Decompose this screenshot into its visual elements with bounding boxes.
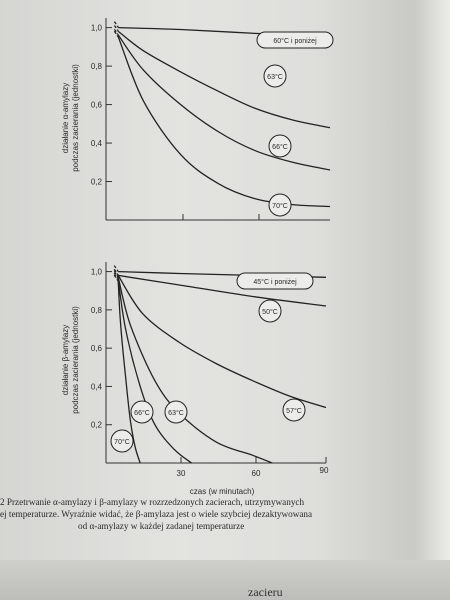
series-line xyxy=(117,277,273,464)
series-start-dash xyxy=(113,25,119,32)
series-start-dash xyxy=(113,265,119,272)
y-axis-label-line1: działanie α-amylazy xyxy=(61,83,70,153)
series-label: 50°C xyxy=(262,308,278,316)
next-page-edge xyxy=(0,560,450,600)
series-label: 45°C i poniżej xyxy=(253,278,297,286)
series-label-badge xyxy=(268,134,292,158)
series-start-dash xyxy=(113,30,119,38)
x-axis-label: czas (w minutach) xyxy=(190,487,255,496)
x-tick-label: 90 xyxy=(320,466,329,475)
series-start-dash xyxy=(113,269,119,276)
series-line xyxy=(118,274,327,307)
caption-line: ej temperaturze. Wyraźnie widać, że β-am… xyxy=(0,509,313,519)
y-tick-label: 0,8 xyxy=(91,62,103,71)
caption-line: od α-amylazy w każdej zadanej temperatur… xyxy=(78,521,245,531)
series-label-badge xyxy=(282,398,306,422)
series-label-badge xyxy=(110,429,134,453)
y-axis-label: działanie α-amylazy podczas zacierania (… xyxy=(61,64,80,172)
y-tick-label: 0,8 xyxy=(91,306,103,315)
y-axis-label-line2: podczas zacierania (jednostki) xyxy=(71,306,80,414)
chart-beta: 30 60 90 czas (w minutach) działanie β-a… xyxy=(61,262,329,496)
y-axis-label-line2: podczas zacierania (jednostki) xyxy=(71,64,80,172)
y-tick-label: 0,6 xyxy=(91,344,103,353)
series-start-dash xyxy=(113,272,119,280)
series-label: 57°C xyxy=(286,407,302,415)
y-tick-label: 1,0 xyxy=(91,268,103,277)
series-label: 66°C xyxy=(272,143,288,151)
series-start-dash xyxy=(113,270,119,278)
series-label: 70°C xyxy=(272,202,288,210)
series-label-badge xyxy=(164,400,188,424)
series-line xyxy=(117,281,141,464)
x-tick-label: 30 xyxy=(177,469,186,478)
series-line xyxy=(117,36,331,208)
y-tick-label: 0,2 xyxy=(91,421,103,430)
y-tick-label: 1,0 xyxy=(91,24,103,33)
series-start-dash xyxy=(113,21,119,28)
y-axis-label-line1: działanie β-amylazy xyxy=(61,325,70,395)
series-label-badge xyxy=(268,193,292,217)
series-label: 70°C xyxy=(114,438,130,446)
series-line xyxy=(117,275,327,409)
y-axis-label: działanie β-amylazy podczas zacierania (… xyxy=(61,306,80,414)
series-label: 63°C xyxy=(267,73,283,81)
y-tick-label: 0,6 xyxy=(91,101,103,110)
figure-caption: 2 Przetrwanie α-amylazy i β-amylazy w ro… xyxy=(0,496,440,532)
y-tick-label: 0,4 xyxy=(91,139,103,148)
series-start-dash xyxy=(113,274,119,282)
caption-line: 2 Przetrwanie α-amylazy i β-amylazy w ro… xyxy=(0,497,305,507)
y-tick-label: 0,4 xyxy=(91,382,103,391)
x-tick-label: 60 xyxy=(252,469,261,478)
series-label: 60°C i poniżej xyxy=(273,37,317,45)
series-line xyxy=(118,30,331,129)
series-label-badge xyxy=(263,64,287,88)
series-label-badge xyxy=(130,400,154,424)
series-line xyxy=(117,34,331,171)
y-tick-label: 0,2 xyxy=(91,178,103,187)
series-label-badge xyxy=(256,31,334,49)
series-label-badge xyxy=(236,272,314,290)
series-start-dash xyxy=(113,28,119,36)
chart-alpha: działanie α-amylazy podczas zacierania (… xyxy=(61,18,334,221)
series-label: 66°C xyxy=(134,409,150,417)
next-page-heading: zacieru xyxy=(248,585,283,599)
series-label: 63°C xyxy=(168,409,184,417)
series-label-badge xyxy=(258,299,282,323)
